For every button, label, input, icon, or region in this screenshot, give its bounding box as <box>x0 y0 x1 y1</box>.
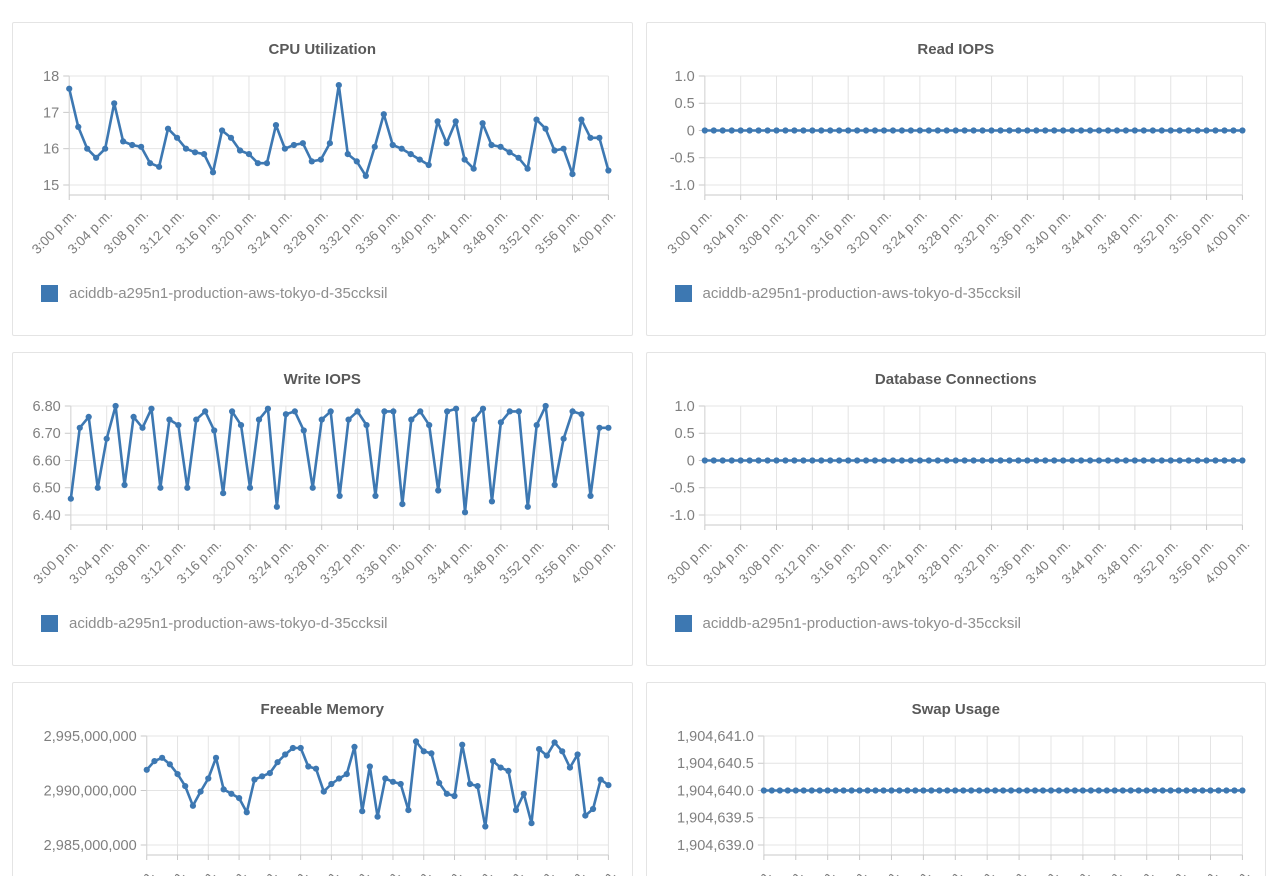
chart-title: Freeable Memory <box>13 699 632 720</box>
svg-text:1.0: 1.0 <box>674 399 694 415</box>
legend-label: aciddb-a295n1-production-aws-tokyo-d-35c… <box>703 615 1022 632</box>
legend-item[interactable]: aciddb-a295n1-production-aws-tokyo-d-35c… <box>675 285 1266 302</box>
svg-text:3:00 p.m.: 3:00 p.m. <box>723 867 774 876</box>
legend-label: aciddb-a295n1-production-aws-tokyo-d-35c… <box>703 285 1022 302</box>
svg-text:0: 0 <box>686 454 694 470</box>
chart-title: Read IOPS <box>647 39 1266 60</box>
chart-panel-read-iops: Read IOPS 3:00 p.m.3:04 p.m.3:08 p.m.3:1… <box>646 22 1267 336</box>
svg-text:-1.0: -1.0 <box>669 508 694 524</box>
legend-label: aciddb-a295n1-production-aws-tokyo-d-35c… <box>69 615 388 632</box>
chart-panel-swap-usage: Swap Usage 3:00 p.m.3:04 p.m.3:08 p.m.3:… <box>646 682 1267 876</box>
write-iops-chart-canvas[interactable]: 3:00 p.m.3:04 p.m.3:08 p.m.3:12 p.m.3:16… <box>13 396 632 611</box>
svg-text:18: 18 <box>43 69 59 85</box>
svg-text:17: 17 <box>43 105 59 121</box>
svg-text:2,985,000,000: 2,985,000,000 <box>44 838 137 854</box>
svg-text:1,904,639.5: 1,904,639.5 <box>676 811 753 827</box>
svg-text:1,904,641.0: 1,904,641.0 <box>676 729 753 745</box>
legend-swatch <box>41 615 58 632</box>
cpu-utilization-chart-canvas[interactable]: 3:00 p.m.3:04 p.m.3:08 p.m.3:12 p.m.3:16… <box>13 66 632 281</box>
legend-swatch <box>675 615 692 632</box>
svg-text:6.80: 6.80 <box>32 399 60 415</box>
chart-title: CPU Utilization <box>13 39 632 60</box>
chart-title: Write IOPS <box>13 369 632 390</box>
svg-text:-0.5: -0.5 <box>669 481 694 497</box>
legend-item[interactable]: aciddb-a295n1-production-aws-tokyo-d-35c… <box>41 285 632 302</box>
chart-panel-write-iops: Write IOPS 3:00 p.m.3:04 p.m.3:08 p.m.3:… <box>12 352 633 666</box>
svg-text:1,904,639.0: 1,904,639.0 <box>676 838 753 854</box>
swap-usage-chart-canvas[interactable]: 3:00 p.m.3:04 p.m.3:08 p.m.3:12 p.m.3:16… <box>647 726 1266 876</box>
svg-text:-1.0: -1.0 <box>669 178 694 194</box>
legend-swatch <box>41 285 58 302</box>
chart-panel-database-connections: Database Connections 3:00 p.m.3:04 p.m.3… <box>646 352 1267 666</box>
svg-text:6.70: 6.70 <box>32 426 60 442</box>
metrics-dashboard: CPU Utilization 3:00 p.m.3:04 p.m.3:08 p… <box>0 0 1278 876</box>
svg-text:0.5: 0.5 <box>674 96 694 112</box>
svg-text:3:00 p.m.: 3:00 p.m. <box>106 867 157 876</box>
chart-title: Database Connections <box>647 369 1266 390</box>
svg-text:1,904,640.0: 1,904,640.0 <box>676 784 753 800</box>
legend-swatch <box>675 285 692 302</box>
svg-text:6.40: 6.40 <box>32 508 60 524</box>
freeable-memory-chart-canvas[interactable]: 3:00 p.m.3:04 p.m.3:08 p.m.3:12 p.m.3:16… <box>13 726 632 876</box>
legend-item[interactable]: aciddb-a295n1-production-aws-tokyo-d-35c… <box>41 615 632 632</box>
database-connections-chart-canvas[interactable]: 3:00 p.m.3:04 p.m.3:08 p.m.3:12 p.m.3:16… <box>647 396 1266 611</box>
chart-panel-freeable-memory: Freeable Memory 3:00 p.m.3:04 p.m.3:08 p… <box>12 682 633 876</box>
legend-item[interactable]: aciddb-a295n1-production-aws-tokyo-d-35c… <box>675 615 1266 632</box>
svg-text:1.0: 1.0 <box>674 69 694 85</box>
chart-title: Swap Usage <box>647 699 1266 720</box>
svg-text:6.50: 6.50 <box>32 481 60 497</box>
svg-text:-0.5: -0.5 <box>669 151 694 167</box>
svg-text:2,995,000,000: 2,995,000,000 <box>44 729 137 745</box>
legend-label: aciddb-a295n1-production-aws-tokyo-d-35c… <box>69 285 388 302</box>
read-iops-chart-canvas[interactable]: 3:00 p.m.3:04 p.m.3:08 p.m.3:12 p.m.3:16… <box>647 66 1266 281</box>
svg-text:2,990,000,000: 2,990,000,000 <box>44 784 137 800</box>
chart-panel-cpu-utilization: CPU Utilization 3:00 p.m.3:04 p.m.3:08 p… <box>12 22 633 336</box>
svg-text:1,904,640.5: 1,904,640.5 <box>676 756 753 772</box>
svg-text:6.60: 6.60 <box>32 454 60 470</box>
svg-text:15: 15 <box>43 178 59 194</box>
svg-text:0: 0 <box>686 124 694 140</box>
svg-text:16: 16 <box>43 142 59 158</box>
svg-text:0.5: 0.5 <box>674 426 694 442</box>
